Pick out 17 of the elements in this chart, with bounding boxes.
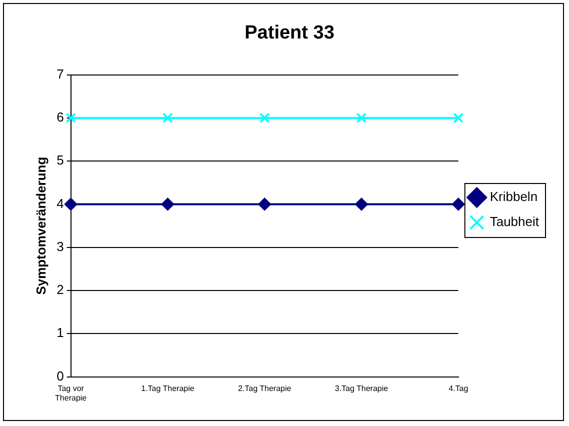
legend-label: Taubheit: [490, 214, 540, 230]
y-tick-label: 3: [56, 238, 64, 254]
y-tick-label: 0: [56, 368, 64, 384]
chart-title: Patient 33: [244, 22, 334, 44]
legend-label: Kribbeln: [490, 189, 538, 204]
x-tick-label: Tag vor Therapie: [55, 384, 88, 402]
x-tick-label: 4.Tag: [448, 384, 468, 393]
y-tick-label: 5: [56, 152, 64, 168]
y-tick-label: 4: [56, 196, 64, 211]
y-axis-title: Symptomveränderung: [33, 156, 48, 295]
x-tick-label: 3.Tag Therapie: [334, 384, 389, 393]
y-tick-label: 7: [56, 66, 64, 82]
y-tick-label: 2: [56, 282, 64, 298]
y-tick-label: 1: [56, 325, 64, 340]
y-tick-label: 6: [56, 110, 64, 125]
x-tick-label: 2.Tag Therapie: [238, 384, 292, 393]
x-tick-label: 1.Tag Therapie: [141, 384, 195, 393]
